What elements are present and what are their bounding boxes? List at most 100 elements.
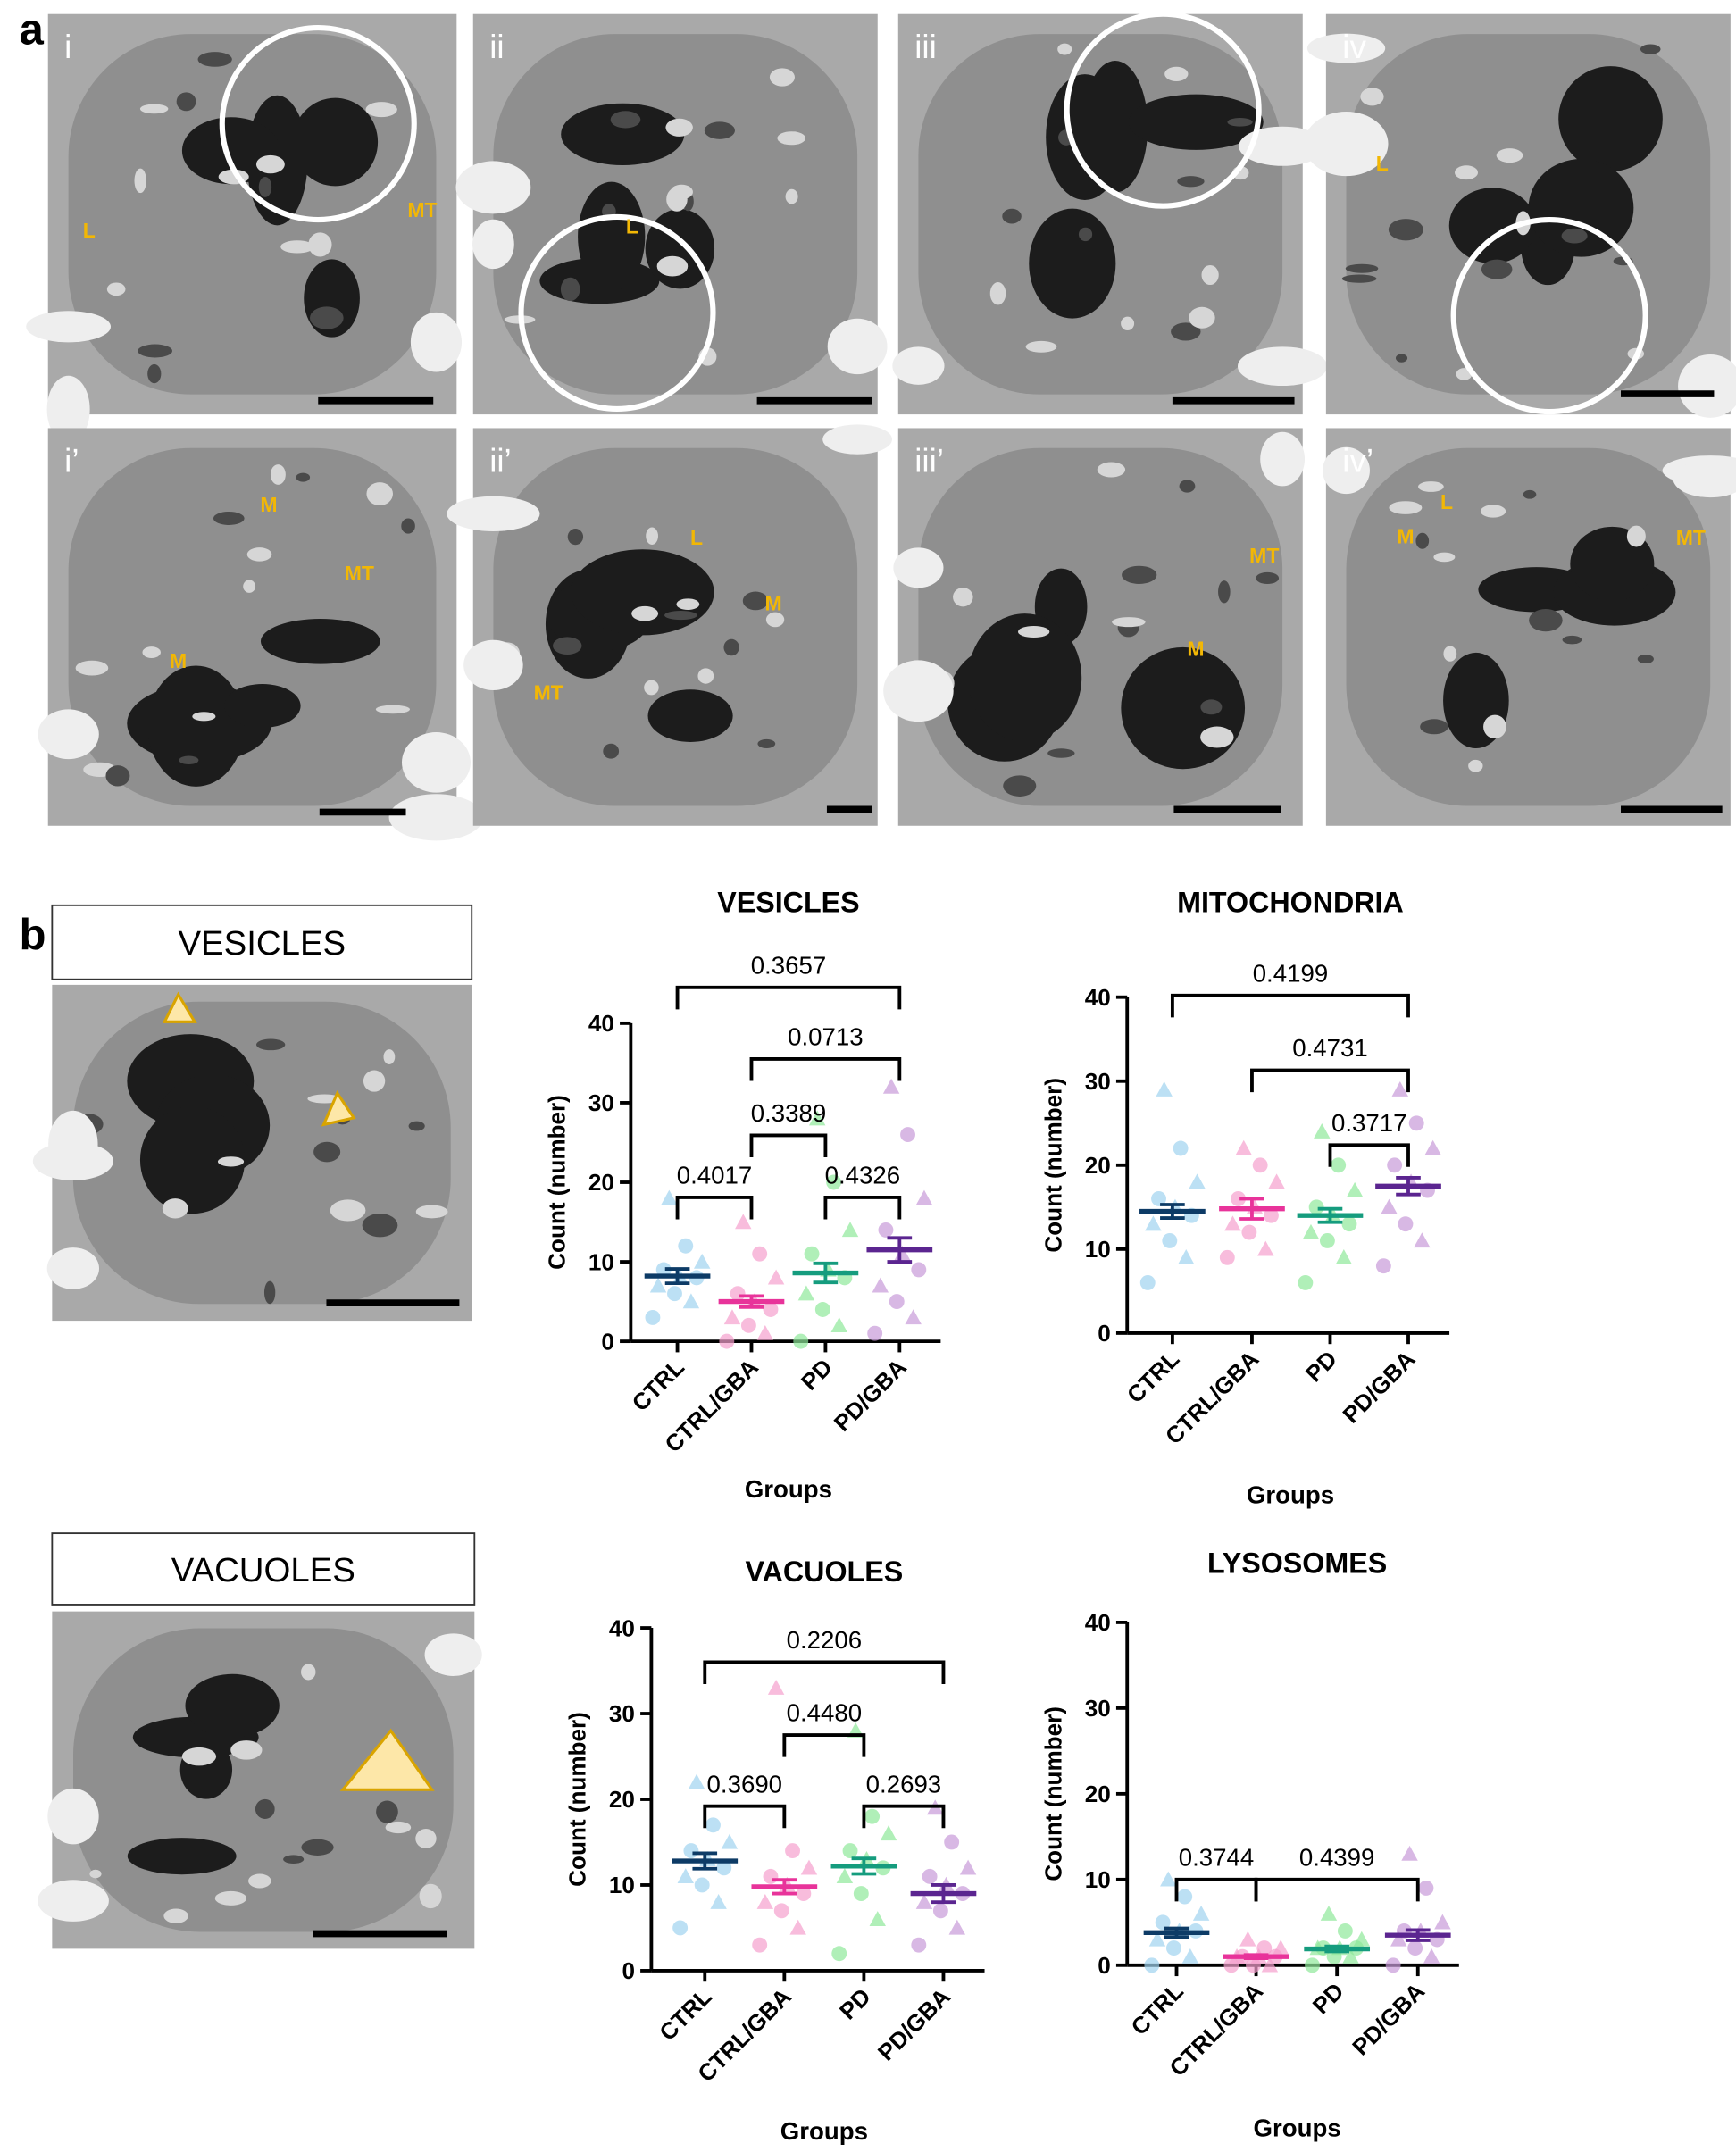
chart-title: VESICLES [717, 887, 859, 919]
data-point [756, 1325, 774, 1340]
organelle [644, 680, 659, 696]
data-point [688, 1773, 705, 1789]
data-point [1320, 1906, 1338, 1921]
organelle-label: MT [345, 562, 374, 585]
nucleus [185, 1673, 280, 1738]
data-point [1165, 1940, 1181, 1956]
lumen [38, 1880, 109, 1922]
nucleus [968, 613, 1082, 742]
organelle [1640, 44, 1661, 54]
organelle-label: M [260, 493, 277, 516]
organelle [330, 1199, 366, 1222]
data-point [1139, 1275, 1156, 1290]
organelle [309, 306, 344, 329]
organelle [676, 598, 700, 611]
data-point [948, 1919, 966, 1935]
data-point [797, 1285, 815, 1301]
organelle [1003, 775, 1037, 797]
organelle [270, 464, 286, 485]
significance-bracket [749, 1133, 828, 1158]
nucleus [224, 684, 301, 729]
y-tick-label: 10 [588, 1248, 614, 1275]
data-point [826, 1174, 842, 1190]
organelle [162, 1198, 188, 1219]
image-label: iv [1342, 29, 1366, 65]
data-point [1148, 1931, 1166, 1947]
organelle [656, 255, 689, 277]
organelle [989, 281, 1006, 305]
nucleus [1558, 66, 1663, 172]
y-tick-label: 20 [1085, 1152, 1111, 1179]
lumen [827, 318, 888, 375]
organelle [213, 511, 245, 526]
organelle [1415, 532, 1430, 549]
data-point [740, 1317, 756, 1333]
organelle [1626, 525, 1646, 547]
lumen [1306, 33, 1386, 63]
data-point [911, 1937, 927, 1953]
data-point [763, 1868, 779, 1884]
significance-bracket [1254, 1877, 1420, 1902]
organelle-label: M [170, 649, 187, 672]
image-label: i’ [64, 443, 79, 480]
nucleus [578, 181, 646, 292]
organelle [1121, 316, 1135, 331]
organelle [176, 92, 196, 112]
lumen [46, 375, 90, 444]
x-tick-label: PD [1300, 1346, 1342, 1388]
p-value-label: 0.4399 [1299, 1843, 1375, 1871]
organelle [366, 482, 393, 505]
data-point [959, 1859, 977, 1875]
data-point [767, 1269, 785, 1285]
organelle [670, 184, 693, 200]
data-point [1264, 1207, 1279, 1223]
x-axis-label: Groups [780, 2117, 868, 2145]
organelle [179, 755, 199, 765]
organelle [1078, 227, 1093, 242]
data-point [1261, 1956, 1279, 1973]
y-tick-label: 20 [1085, 1781, 1111, 1807]
organelle [376, 1800, 398, 1823]
organelle [1025, 340, 1057, 353]
data-point [800, 1859, 818, 1875]
lumen [447, 496, 540, 531]
micrograph [26, 13, 463, 444]
x-tick-label: CTRL [627, 1354, 689, 1416]
y-tick-label: 40 [1085, 984, 1111, 1011]
data-point [1156, 1080, 1173, 1097]
inset-label: VACUOLES [171, 1551, 355, 1589]
organelle [1455, 165, 1479, 180]
organelle [192, 712, 216, 722]
y-tick-label: 0 [1098, 1320, 1111, 1347]
significance-bracket [862, 1804, 946, 1829]
inset-label: VESICLES [178, 924, 346, 963]
organelle-label: MT [1249, 544, 1279, 567]
organelle [375, 705, 411, 714]
data-point [705, 1817, 721, 1833]
organelle [1481, 259, 1513, 279]
lumen [388, 794, 484, 841]
nucleus [139, 1105, 246, 1214]
organelle [415, 1829, 437, 1848]
data-point [677, 1868, 694, 1884]
data-point [872, 1277, 889, 1293]
organelle [263, 1280, 276, 1305]
data-point [649, 1277, 667, 1293]
nucleus [292, 97, 379, 187]
organelle [1218, 580, 1231, 604]
p-value-label: 0.4326 [825, 1162, 901, 1189]
lumen [1678, 354, 1736, 418]
p-value-label: 0.4017 [677, 1162, 753, 1189]
organelle [105, 765, 130, 787]
organelle [1388, 219, 1423, 241]
p-value-label: 0.3744 [1179, 1843, 1255, 1871]
x-tick-label: PD/GBA [1347, 1977, 1430, 2060]
micrograph [892, 13, 1328, 415]
organelle [1561, 228, 1588, 244]
organelle [385, 1821, 412, 1834]
significance-bracket [1250, 1068, 1410, 1093]
micrograph [38, 1611, 482, 1949]
image-label: iii [914, 29, 937, 65]
data-point [752, 1246, 768, 1262]
lumen [1673, 460, 1736, 498]
